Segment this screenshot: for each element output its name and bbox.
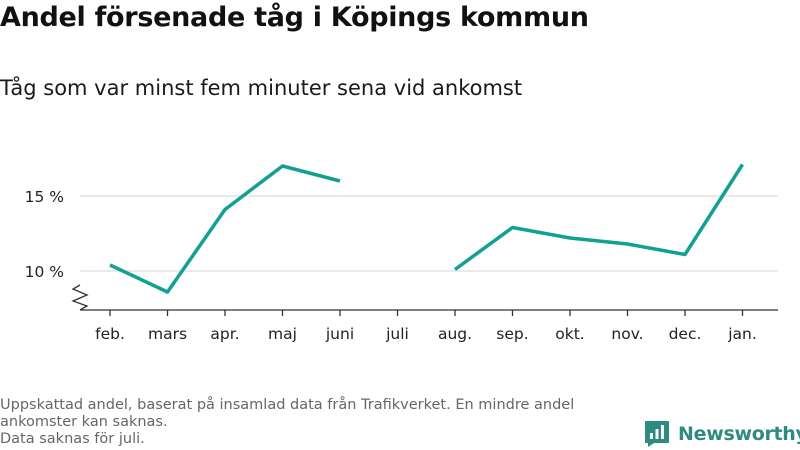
y-tick-labels: 10 % 15 % bbox=[25, 188, 64, 281]
x-tick-label: nov. bbox=[611, 325, 643, 343]
x-tick-label: okt. bbox=[555, 325, 584, 343]
x-tick-label: sep. bbox=[496, 325, 528, 343]
footnote-line: Data saknas för juli. bbox=[0, 431, 145, 447]
series-line-segment bbox=[109, 164, 341, 294]
brand-logo: Newsworthy bbox=[644, 420, 800, 448]
x-tick-label: juni bbox=[325, 325, 354, 343]
x-tick-label: jan. bbox=[727, 325, 757, 343]
y-tick-label: 10 % bbox=[25, 263, 64, 281]
x-tick-label: apr. bbox=[210, 325, 239, 343]
x-tick-label: mars bbox=[148, 325, 187, 343]
axis-break-icon bbox=[71, 284, 89, 311]
y-tick-label: 15 % bbox=[25, 188, 64, 206]
footnote-line: ankomster kan saknas. bbox=[0, 414, 168, 430]
x-tick-label: aug. bbox=[438, 325, 472, 343]
chart-title: Andel försenade tåg i Köpings kommun bbox=[0, 2, 589, 33]
footnote-line: Uppskattad andel, baserat på insamlad da… bbox=[0, 397, 575, 413]
line-chart: 10 % 15 % feb. mars apr. maj juni juli aug. sep.… bbox=[25, 163, 778, 343]
data-series bbox=[109, 163, 744, 294]
footnote: Uppskattad andel, baserat på insamlad da… bbox=[0, 397, 630, 448]
x-tick-labels: feb. mars apr. maj juni juli aug. sep. okt. nov. d… bbox=[95, 325, 757, 343]
x-tick-label: feb. bbox=[95, 325, 125, 343]
x-tick-label: juli bbox=[385, 325, 409, 343]
brand-name: Newsworthy bbox=[678, 423, 800, 445]
x-tick-label: dec. bbox=[669, 325, 702, 343]
chart-subtitle: Tåg som var minst fem minuter sena vid a… bbox=[0, 76, 523, 100]
x-tick-label: maj bbox=[268, 325, 297, 343]
series-line-segment bbox=[453, 163, 744, 271]
x-axis bbox=[80, 309, 778, 316]
axis-break-zigzag bbox=[71, 284, 89, 311]
newsworthy-logo-icon bbox=[645, 421, 669, 447]
gridlines bbox=[80, 195, 778, 272]
